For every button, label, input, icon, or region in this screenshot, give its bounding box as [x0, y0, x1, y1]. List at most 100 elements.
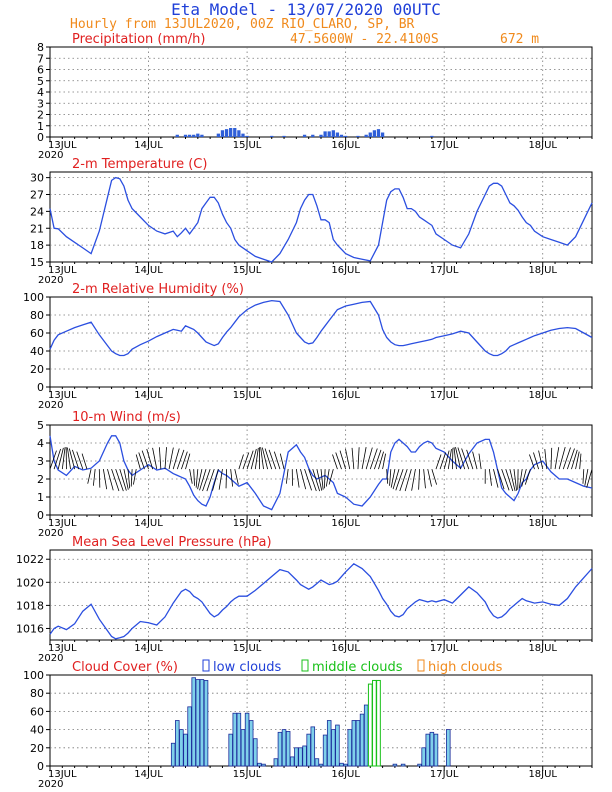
x-tick-label: 15JUL — [233, 769, 262, 780]
y-tick-label: 30 — [30, 172, 44, 185]
precip-bar — [241, 133, 245, 137]
wind-arrow — [497, 468, 505, 490]
precip-bar — [245, 135, 249, 137]
wind-arrow — [533, 452, 540, 470]
x-tick-label: 18JUL — [528, 518, 557, 529]
x-tick-label: 17JUL — [430, 390, 459, 401]
chart-subtitle: Hourly from 13JUL2020, 00Z RIO_CLARO, SP… — [70, 17, 415, 32]
wind-arrow — [501, 468, 510, 491]
wind-arrow — [273, 451, 281, 470]
low-cloud-bar — [392, 763, 398, 767]
wind-arrow — [225, 469, 227, 489]
cloud-legend: low clouds middle clouds high clouds — [202, 659, 503, 675]
wind-arrow — [164, 447, 167, 470]
y-tick-label: 20 — [30, 363, 44, 376]
low-cloud-bar — [281, 729, 287, 767]
wind-arrow — [529, 454, 535, 470]
panel-title: 2-m Temperature (C) — [72, 157, 207, 172]
y-tick-label: 1 — [37, 491, 44, 504]
series-line — [49, 299, 593, 357]
precip-bar — [331, 130, 335, 137]
x-tick-label: 13JUL — [48, 140, 77, 151]
wind-arrow — [135, 454, 141, 470]
wind-arrow — [399, 468, 408, 492]
x-tick-label: 16JUL — [331, 518, 360, 529]
y-tick-label: 60 — [30, 327, 44, 340]
legend-low-clouds-swatch — [202, 659, 210, 672]
wind-arrow — [335, 452, 342, 470]
wind-arrow — [123, 469, 129, 490]
low-cloud-bar — [318, 763, 324, 767]
year-label: 2020 — [38, 528, 63, 539]
wind-arrow — [102, 469, 108, 490]
low-cloud-bar — [253, 738, 258, 767]
precip-bar — [233, 128, 237, 137]
y-tick-label: 2 — [37, 473, 44, 486]
low-cloud-bar — [355, 720, 361, 767]
precip-bar — [311, 134, 315, 137]
y-tick-label: 60 — [30, 705, 44, 718]
chart-title: Eta Model - 13/07/2020 00UTC — [171, 0, 441, 19]
wind-arrow — [230, 469, 233, 487]
station-coords: 47.5600W - 22.4100S — [290, 32, 439, 47]
wind-arrow — [107, 468, 114, 491]
y-tick-label: 1020 — [16, 576, 44, 589]
x-tick-label: 16JUL — [331, 140, 360, 151]
panel-frame — [49, 674, 593, 767]
wind-arrow — [212, 468, 219, 491]
wind-arrow — [457, 447, 466, 470]
y-tick-label: 0 — [37, 131, 44, 144]
wind-arrow — [390, 469, 396, 488]
low-cloud-bar — [199, 679, 205, 767]
wind-arrow — [195, 469, 199, 488]
wind-arrow — [316, 469, 323, 491]
precip-bar — [302, 134, 307, 137]
wind-arrow — [264, 448, 273, 470]
middle-cloud-bar — [372, 679, 377, 767]
y-tick-label: 3 — [37, 97, 44, 110]
series-line — [49, 562, 593, 640]
y-tick-label: 40 — [30, 724, 44, 737]
wind-arrow — [386, 469, 389, 484]
wind-arrow — [513, 469, 517, 491]
x-tick-label: 14JUL — [134, 518, 163, 529]
low-cloud-bar — [179, 729, 184, 767]
precip-bar — [224, 129, 229, 137]
wind-arrow — [544, 448, 548, 470]
wind-arrow — [189, 469, 193, 484]
panel-title: 2-m Relative Humidity (%) — [72, 282, 244, 297]
wind-arrow — [324, 469, 326, 489]
x-tick-label: 13JUL — [48, 643, 77, 654]
x-tick-label: 14JUL — [134, 390, 163, 401]
legend-middle-clouds-swatch — [301, 659, 309, 672]
x-tick-label: 17JUL — [430, 769, 459, 780]
wind-arrow — [111, 468, 120, 492]
wind-arrow — [575, 451, 580, 470]
wind-arrow — [168, 447, 174, 470]
wind-arrow — [53, 448, 61, 470]
wind-arrow — [127, 469, 131, 489]
wind-arrow — [138, 452, 145, 470]
precip-bar — [175, 134, 179, 137]
wind-arrow — [72, 449, 80, 470]
x-tick-label: 15JUL — [233, 518, 262, 529]
precip-bar — [282, 135, 286, 137]
wind-arrow — [554, 447, 560, 470]
wind-arrow — [562, 447, 571, 470]
wind-arrow — [374, 449, 382, 470]
wind-arrow — [115, 468, 124, 492]
wind-arrow — [49, 450, 57, 470]
low-cloud-bar — [421, 747, 426, 767]
wind-arrow — [66, 447, 71, 470]
wind-arrow — [472, 451, 478, 470]
low-cloud-bar — [203, 680, 209, 767]
precip-bar — [364, 134, 368, 137]
panel-title: Mean Sea Level Pressure (hPa) — [72, 535, 272, 550]
y-tick-label: 4 — [37, 86, 44, 99]
wind-arrow — [365, 447, 373, 470]
wind-arrow — [524, 468, 531, 485]
x-tick-label: 13JUL — [48, 265, 77, 276]
y-tick-label: 8 — [37, 41, 44, 54]
x-tick-label: 15JUL — [233, 265, 262, 276]
